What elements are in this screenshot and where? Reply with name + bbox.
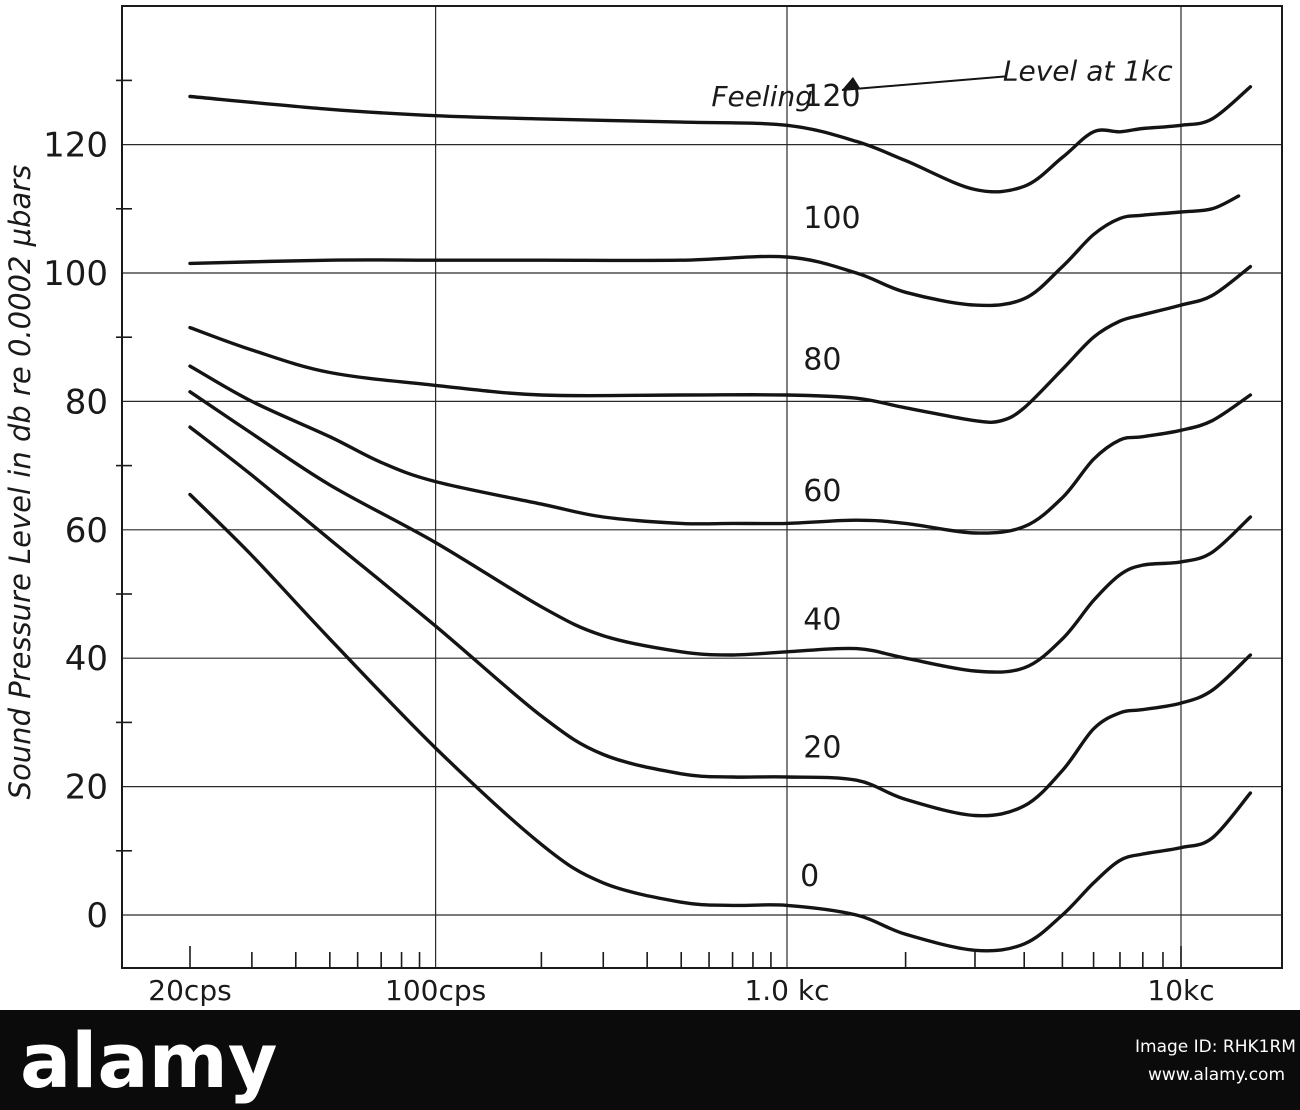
curve-label-80: 80 [803, 342, 841, 377]
annotation-0: Feeling [711, 80, 813, 113]
annotation-1: Level at 1kc [1003, 54, 1173, 87]
curve-label-0: 0 [800, 859, 819, 894]
loudness-curve-40 [188, 390, 1253, 674]
x-tick-label: 20cps [148, 974, 231, 1007]
y-tick-label: 120 [43, 126, 108, 166]
watermark-bar [0, 1010, 1300, 1110]
loudness-curve-60 [188, 364, 1253, 535]
watermark-site: www.alamy.com [1148, 1065, 1285, 1085]
plot-frame [121, 5, 1283, 969]
grid [116, 5, 1283, 969]
watermark-image-id: Image ID: RHK1RM [1135, 1037, 1296, 1057]
loudness-curve-100 [188, 194, 1241, 308]
annotation-arrow-head [842, 77, 860, 90]
x-tick-label: 1.0 kc [744, 974, 829, 1007]
watermark: alamy Image ID: RHK1RM www.alamy.com [0, 1010, 1300, 1110]
x-tick-label: 10kc [1147, 974, 1214, 1007]
loudness-curve-0 [188, 492, 1253, 953]
y-tick-label: 40 [65, 639, 108, 679]
curve-label-40: 40 [803, 602, 841, 637]
annotation-arrow-line [841, 75, 1006, 91]
y-axis-title: Sound Pressure Level in db re 0.0002 μba… [3, 165, 37, 800]
x-tick-label: 100cps [385, 974, 486, 1007]
y-tick-label: 0 [86, 896, 108, 936]
curves [188, 85, 1253, 953]
loudness-curve-120 [188, 85, 1253, 194]
y-tick-label: 20 [65, 768, 108, 808]
y-tick-label: 60 [65, 511, 108, 551]
curve-label-100: 100 [803, 201, 860, 236]
loudness-curve-80 [188, 264, 1253, 424]
y-tick-label: 100 [43, 254, 108, 294]
curve-label-60: 60 [803, 474, 841, 509]
watermark-logo: alamy [20, 1016, 277, 1105]
loudness-curve-20 [188, 425, 1253, 818]
y-tick-label: 80 [65, 382, 108, 422]
curve-label-20: 20 [803, 731, 841, 766]
